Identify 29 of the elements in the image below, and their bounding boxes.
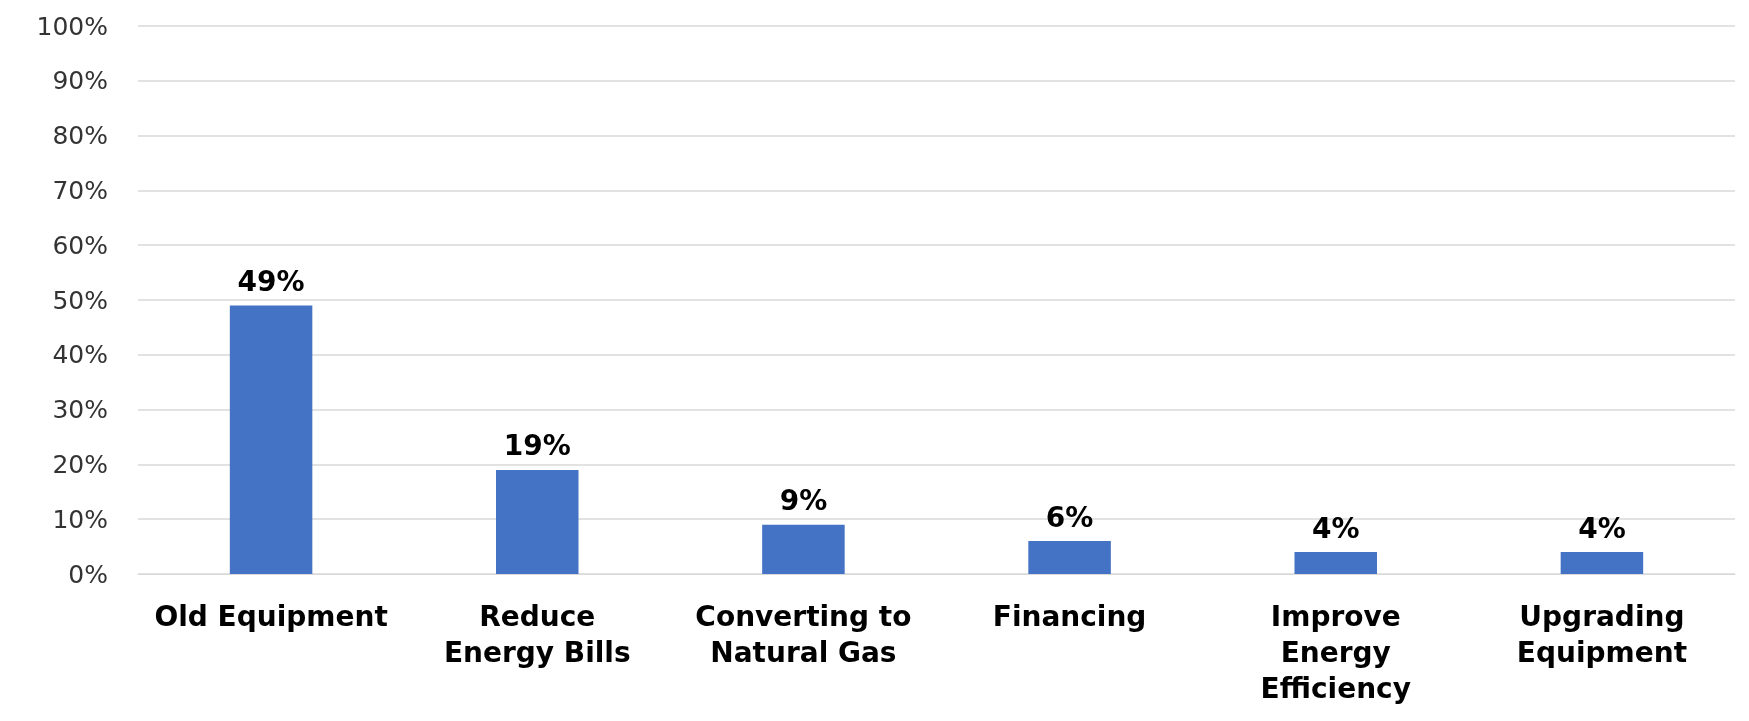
y-tick-label: 60%: [52, 230, 108, 260]
bar: [495, 469, 579, 574]
x-tick-label: Old Equipment: [154, 599, 388, 633]
data-label: 4%: [1578, 511, 1626, 545]
y-tick-label: 100%: [36, 11, 108, 41]
y-tick-label: 80%: [52, 121, 108, 151]
data-label: 19%: [503, 429, 571, 463]
x-tick-label: Upgrading Equipment: [1516, 599, 1688, 669]
y-tick-label: 70%: [52, 175, 108, 205]
y-tick-label: 40%: [52, 340, 108, 370]
x-tick-label: Improve Energy Efficiency: [1260, 599, 1411, 705]
data-label: 4%: [1311, 511, 1360, 545]
data-label: 9%: [779, 484, 828, 518]
bar: [1028, 541, 1111, 574]
y-tick-label: 50%: [52, 285, 108, 315]
x-tick-label: Financing: [992, 599, 1147, 633]
y-tick-label: 90%: [52, 66, 108, 96]
bar: [1560, 552, 1644, 574]
y-tick-label: 10%: [52, 504, 108, 534]
bar: [229, 305, 313, 574]
y-tick-label: 0%: [68, 559, 108, 589]
data-label: 6%: [1045, 500, 1094, 534]
data-label: 49%: [237, 264, 305, 298]
x-tick-label: Converting to Natural Gas: [695, 599, 912, 669]
x-tick-label: Reduce Energy Bills: [443, 599, 631, 669]
y-tick-label: 30%: [52, 395, 108, 425]
bar: [1294, 552, 1378, 574]
bar: [762, 524, 845, 574]
y-tick-label: 20%: [52, 449, 108, 479]
